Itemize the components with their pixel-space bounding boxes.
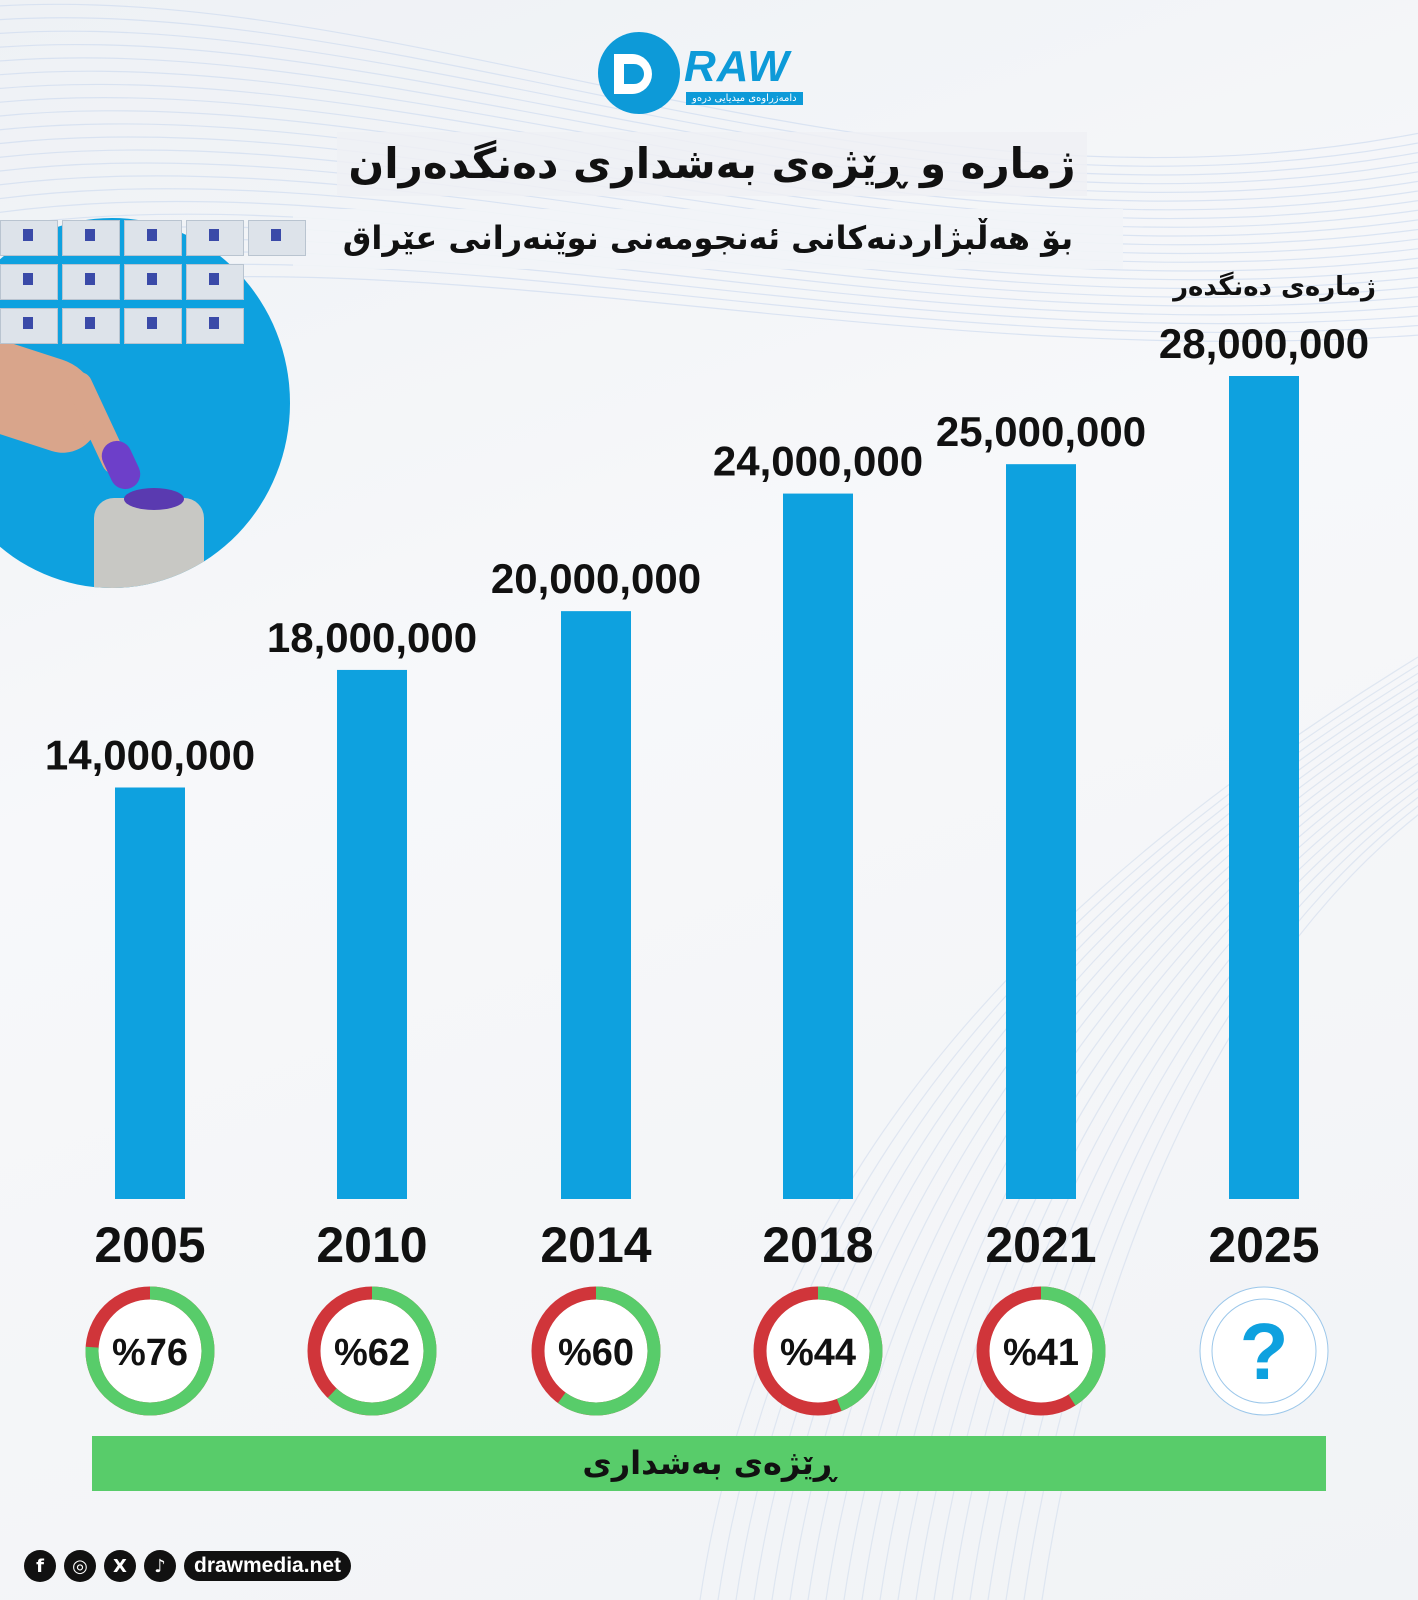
page-title: ژمارە و ڕێژەی بەشداری دەنگدەران <box>337 132 1087 196</box>
wave-line <box>753 680 1418 1600</box>
y-axis-label: ژمارەی دەنگدەر <box>1173 272 1376 302</box>
year-label: 2018 <box>762 1217 873 1273</box>
bar-2010 <box>337 669 407 1199</box>
participation-label: %76 <box>112 1332 188 1374</box>
bar-value-label: 28,000,000 <box>1159 320 1369 367</box>
bar-value-label: 14,000,000 <box>45 732 255 779</box>
bar-value-label: 18,000,000 <box>267 614 477 661</box>
year-label: 2010 <box>316 1217 427 1273</box>
question-mark-icon: ? <box>1240 1307 1289 1396</box>
wave-line <box>0 30 1418 176</box>
wave-line <box>987 788 1418 1600</box>
bar-value-label: 25,000,000 <box>936 408 1146 455</box>
wave-line <box>0 17 1418 167</box>
donut-participation <box>85 1286 215 1416</box>
bar-2025 <box>1229 376 1299 1199</box>
wave-line <box>897 746 1418 1600</box>
wave-line <box>933 762 1418 1600</box>
participation-label: %60 <box>558 1332 634 1374</box>
wave-line <box>969 779 1418 1600</box>
wave-line <box>1005 796 1418 1600</box>
website-link[interactable]: drawmedia.net <box>184 1551 352 1581</box>
logo-text: RAW <box>684 42 790 91</box>
year-label: 2014 <box>540 1217 651 1273</box>
wave-line <box>1023 805 1418 1600</box>
year-label: 2021 <box>985 1217 1096 1273</box>
page-subtitle: بۆ هەڵبژاردنەکانی ئەنجومەنی نوێنەرانی عێ… <box>293 209 1123 269</box>
year-label: 2005 <box>94 1217 205 1273</box>
unknown-ring-inner <box>1211 1298 1317 1404</box>
participation-label: %62 <box>334 1332 410 1374</box>
donut-participation <box>531 1286 661 1416</box>
instagram-icon[interactable]: ◎ <box>64 1550 96 1582</box>
wave-line <box>771 688 1418 1600</box>
ballot-strip <box>0 220 306 352</box>
x-icon[interactable]: X <box>104 1550 136 1582</box>
wave-line <box>1041 814 1418 1600</box>
wave-line <box>789 697 1418 1600</box>
logo-subtitle: دامەزراوەی میدیایی درەو <box>686 92 803 105</box>
facebook-icon[interactable]: f <box>24 1550 56 1582</box>
participation-label: %44 <box>780 1332 856 1374</box>
wave-line <box>0 43 1418 185</box>
tiktok-icon[interactable]: ♪ <box>144 1550 176 1582</box>
donut-participation <box>753 1286 883 1416</box>
wave-line <box>951 771 1418 1600</box>
bar-value-label: 24,000,000 <box>713 438 923 485</box>
bar-2021 <box>1006 464 1076 1199</box>
unknown-ring <box>1199 1286 1329 1416</box>
participation-banner: ڕێژەی بەشداری <box>92 1436 1326 1491</box>
donut-participation <box>307 1286 437 1416</box>
donut-participation <box>976 1286 1106 1416</box>
draw-logo: RAW دامەزراوەی میدیایی درەو <box>598 32 828 116</box>
year-label: 2025 <box>1208 1217 1319 1273</box>
wave-line <box>0 149 1418 255</box>
wave-line <box>0 136 1418 246</box>
bar-2018 <box>783 493 853 1200</box>
bar-value-label: 20,000,000 <box>491 555 701 602</box>
bar-2005 <box>115 787 185 1199</box>
footer: f ◎ X ♪ drawmedia.net <box>24 1550 352 1582</box>
bar-2014 <box>561 611 631 1199</box>
participation-label: %41 <box>1003 1332 1079 1374</box>
wave-line <box>915 754 1418 1600</box>
